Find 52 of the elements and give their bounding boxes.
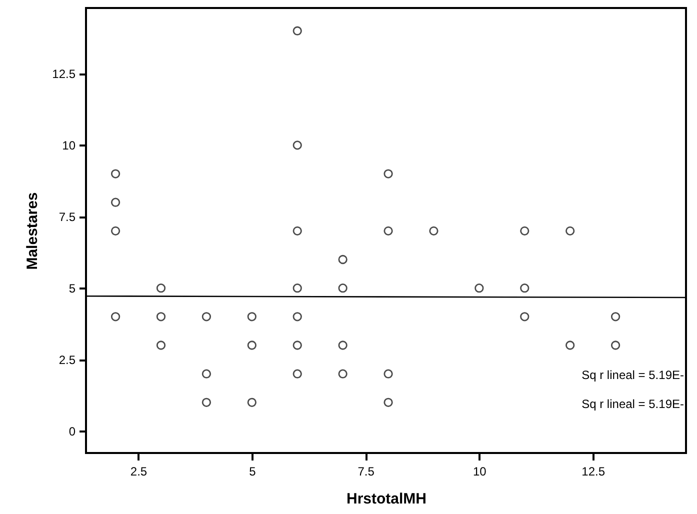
point [429,226,438,236]
point [292,312,302,322]
y-axis-title: Malestares [24,192,42,270]
point [566,226,575,236]
point [610,340,620,350]
point [384,169,393,178]
point [338,254,348,264]
point [202,369,212,378]
x-axis-title: HrstotalMH [346,490,427,508]
point [110,198,120,207]
point [384,398,393,407]
point [338,340,348,350]
point [610,312,620,322]
y-tick-label: 0 [68,424,76,438]
x-tick-label: 2.5 [130,464,148,478]
x-tick-label: 7.5 [358,464,375,478]
y-tick-label: 2.5 [58,353,76,368]
point [247,312,256,322]
point [247,340,256,350]
point [292,340,302,350]
point [156,340,166,350]
point [202,312,212,322]
point [338,284,348,293]
point [292,26,302,36]
point [474,284,484,293]
y-tick-label: 12.5 [52,67,76,82]
point [520,226,530,236]
x-tick-label: 12.5 [582,464,606,478]
point [566,340,575,350]
point [110,226,120,236]
x-tick-label: 5 [249,464,256,478]
annotation: Sq r lineal = 5.19E- [582,368,684,382]
point [110,312,120,322]
point [110,169,120,178]
point [520,284,530,293]
point [156,284,166,293]
point [202,398,212,407]
point [292,140,302,150]
point [338,369,348,378]
point [292,284,302,293]
x-tick-label: 10 [473,464,487,478]
point [520,312,530,322]
y-tick-label: 7.5 [58,210,76,224]
y-tick-label: 10 [62,138,76,153]
point [292,369,302,378]
y-tick-label: 5 [68,282,76,296]
point [384,369,393,378]
annotation: Sq r lineal = 5.19E- [582,397,684,412]
point [247,398,256,407]
point [292,226,302,236]
point [384,226,393,236]
point [156,312,166,322]
